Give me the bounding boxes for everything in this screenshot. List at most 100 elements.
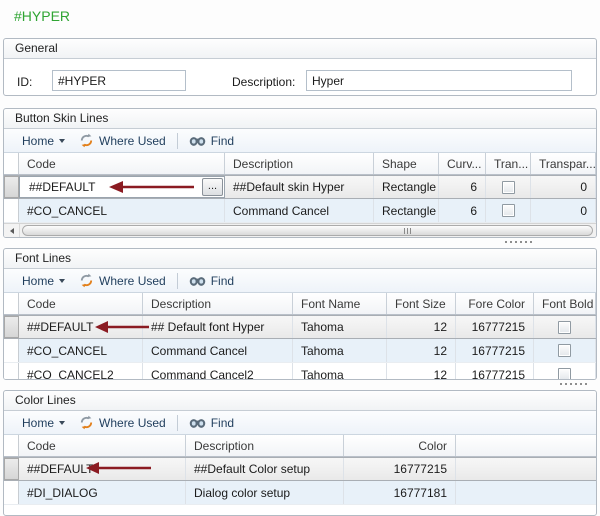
find-label: Find	[210, 415, 235, 430]
row-selector[interactable]	[4, 176, 19, 198]
cell-description[interactable]: ## Default font Hyper	[143, 316, 293, 338]
cell-code[interactable]: ##DEFAULT	[19, 458, 186, 480]
table-row-selected[interactable]: ##DEFAULT ## Default font Hyper Tahoma 1…	[4, 315, 596, 339]
cell-font-size[interactable]: 12	[387, 339, 456, 362]
cell-transpar[interactable]: 0	[531, 199, 596, 222]
cell-tran[interactable]	[486, 176, 531, 198]
column-header-fore-color[interactable]: Fore Color	[456, 293, 534, 314]
cell-font-name[interactable]: Tahoma	[293, 363, 387, 379]
font-lines-grid-header: Code Description Font Name Font Size For…	[4, 293, 596, 315]
cell-fore-color[interactable]: 16777215	[456, 316, 534, 338]
cell-curv[interactable]: 6	[439, 199, 486, 222]
cell-description[interactable]: ##Default Color setup	[186, 458, 344, 480]
column-header-font-bold[interactable]: Font Bold	[534, 293, 596, 314]
cell-description[interactable]: Command Cancel	[225, 199, 374, 222]
find-binoculars-icon	[189, 417, 206, 429]
cell-code[interactable]: #DI_DIALOG	[19, 481, 186, 504]
column-header-font-size[interactable]: Font Size	[387, 293, 456, 314]
find-button[interactable]: Find	[185, 413, 238, 433]
annotation-arrow-font-lines-default	[95, 321, 149, 333]
table-row[interactable]: #DI_DIALOG Dialog color setup 16777181	[4, 481, 596, 505]
cell-fore-color[interactable]: 16777215	[456, 363, 534, 379]
where-used-button[interactable]: Where Used	[75, 131, 170, 151]
horizontal-scrollbar[interactable]	[4, 223, 596, 237]
column-header-code[interactable]: Code	[19, 293, 143, 314]
cell-font-bold[interactable]	[534, 363, 596, 379]
id-input[interactable]	[52, 70, 186, 91]
cell-tran[interactable]	[486, 199, 531, 222]
cell-code[interactable]: #CO_CANCEL	[19, 339, 143, 362]
column-header-color[interactable]: Color	[344, 435, 456, 456]
column-header-code[interactable]: Code	[19, 435, 186, 456]
table-row-selected[interactable]: ##DEFAULT ... ##Default skin Hyper Recta…	[4, 175, 596, 199]
ellipsis-button[interactable]: ...	[202, 178, 223, 196]
cell-color[interactable]: 16777181	[344, 481, 456, 504]
button-skin-lines-caption: Button Skin Lines	[4, 109, 596, 129]
font-bold-checkbox[interactable]	[558, 368, 571, 379]
table-row[interactable]: #CO_CANCEL Command Cancel Rectangle 6 0	[4, 199, 596, 223]
find-button[interactable]: Find	[185, 131, 238, 151]
row-selector[interactable]	[4, 458, 19, 480]
home-menu-label: Home	[22, 133, 55, 148]
cell-code-editing[interactable]: ##DEFAULT ...	[19, 176, 225, 198]
splitter-handle[interactable]	[560, 383, 587, 385]
cell-font-bold[interactable]	[534, 339, 596, 362]
table-row[interactable]: #CO_CANCEL Command Cancel Tahoma 12 1677…	[4, 339, 596, 363]
font-bold-checkbox[interactable]	[558, 320, 571, 334]
column-header-transpar[interactable]: Transpar...	[531, 153, 596, 174]
column-header-description[interactable]: Description	[186, 435, 344, 456]
find-button[interactable]: Find	[185, 271, 238, 291]
scrollbar-left-arrow[interactable]	[4, 224, 20, 237]
cell-code[interactable]: #CO_CANCEL	[19, 199, 225, 222]
cell-description[interactable]: ##Default skin Hyper	[225, 176, 374, 198]
cell-font-bold[interactable]	[534, 316, 596, 338]
cell-description[interactable]: Command Cancel	[143, 339, 293, 362]
cell-code[interactable]: #CO_CANCEL2	[19, 363, 143, 379]
home-menu-button[interactable]: Home	[18, 413, 69, 433]
color-lines-toolbar: Home Where Used Find	[4, 411, 596, 435]
table-row[interactable]: #CO_CANCEL2 Command Cancel2 Tahoma 12 16…	[4, 363, 596, 379]
row-selector[interactable]	[4, 339, 19, 362]
font-lines-caption: Font Lines	[4, 249, 596, 269]
cell-filler	[456, 481, 596, 504]
row-selector[interactable]	[4, 199, 19, 222]
cell-font-size[interactable]: 12	[387, 316, 456, 338]
column-header-font-name[interactable]: Font Name	[293, 293, 387, 314]
cell-fore-color[interactable]: 16777215	[456, 339, 534, 362]
where-used-button[interactable]: Where Used	[75, 271, 170, 291]
column-header-tran[interactable]: Tran...	[486, 153, 531, 174]
cell-transpar[interactable]: 0	[531, 176, 596, 198]
toolbar-separator	[176, 272, 178, 289]
color-lines-grid-header: Code Description Color	[4, 435, 596, 457]
cell-font-size[interactable]: 12	[387, 363, 456, 379]
column-header-description[interactable]: Description	[225, 153, 374, 174]
cell-shape[interactable]: Rectangle	[374, 176, 439, 198]
chevron-down-icon	[59, 138, 66, 143]
description-input[interactable]	[306, 70, 572, 91]
column-header-code[interactable]: Code	[19, 153, 225, 174]
scrollbar-thumb[interactable]	[22, 225, 593, 236]
column-header-curv[interactable]: Curv...	[439, 153, 486, 174]
where-used-button[interactable]: Where Used	[75, 413, 170, 433]
cell-shape[interactable]: Rectangle	[374, 199, 439, 222]
cell-font-name[interactable]: Tahoma	[293, 339, 387, 362]
cell-description[interactable]: Command Cancel2	[143, 363, 293, 379]
home-menu-button[interactable]: Home	[18, 131, 69, 151]
where-used-label: Where Used	[99, 133, 166, 148]
row-selector[interactable]	[4, 316, 19, 338]
column-header-shape[interactable]: Shape	[374, 153, 439, 174]
cell-color[interactable]: 16777215	[344, 458, 456, 480]
cell-font-name[interactable]: Tahoma	[293, 316, 387, 338]
font-lines-toolbar: Home Where Used Find	[4, 269, 596, 293]
tran-checkbox[interactable]	[501, 180, 515, 194]
cell-description[interactable]: Dialog color setup	[186, 481, 344, 504]
row-selector[interactable]	[4, 481, 19, 504]
splitter-handle[interactable]	[505, 241, 532, 243]
home-menu-button[interactable]: Home	[18, 271, 69, 291]
cell-curv[interactable]: 6	[439, 176, 486, 198]
column-header-description[interactable]: Description	[143, 293, 293, 314]
tran-checkbox[interactable]	[501, 204, 515, 217]
row-selector[interactable]	[4, 363, 19, 379]
font-bold-checkbox[interactable]	[558, 344, 571, 357]
home-menu-label: Home	[22, 273, 55, 288]
